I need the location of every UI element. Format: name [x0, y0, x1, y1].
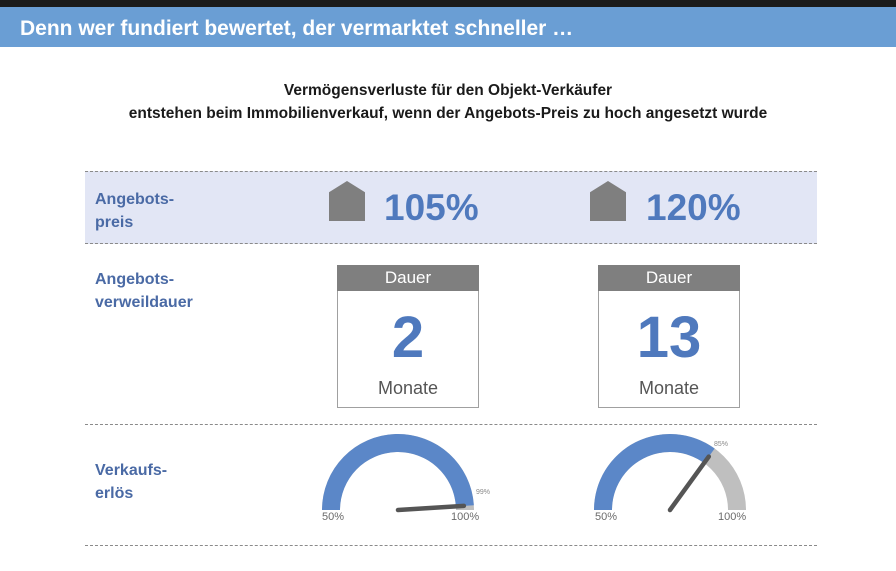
- gauge-max-label: 100%: [718, 511, 747, 523]
- gauge-fill: [322, 433, 474, 510]
- gauge-min-label: 50%: [595, 511, 618, 523]
- row-label-revenue: Verkaufs-erlös: [95, 462, 168, 502]
- row-label-duration: Angebots-verweildauer: [95, 271, 193, 311]
- gauge-needle: [395, 503, 467, 513]
- subtitle-line-2: entstehen beim Immobilienverkauf, wenn d…: [128, 105, 768, 122]
- divider: [85, 424, 817, 425]
- duration-card-header: Dauer: [337, 265, 479, 291]
- gauge-needle: [667, 454, 712, 513]
- duration-card: Dauer 2 Monate: [337, 265, 479, 408]
- revenue-gauge: [322, 433, 474, 513]
- gauge-value-label: 85%: [714, 441, 729, 448]
- duration-unit: Monate: [377, 378, 439, 398]
- gauge-fill: [594, 434, 715, 510]
- price-value: 120%: [646, 187, 741, 228]
- gauge-max-label: 100%: [451, 511, 480, 523]
- revenue-gauge: [594, 434, 746, 513]
- duration-value: 13: [636, 305, 702, 370]
- header-bar: [0, 7, 896, 47]
- price-value: 105%: [384, 187, 479, 228]
- subtitle-line-1: Vermögensverluste für den Objekt-Verkäuf…: [283, 82, 613, 99]
- window-top-strip: [0, 0, 896, 7]
- duration-unit: Monate: [638, 378, 700, 398]
- page-title: Denn wer fundiert bewertet, der vermarkt…: [20, 17, 574, 40]
- duration-card-header: Dauer: [598, 265, 740, 291]
- gauge-value-label: 99%: [476, 489, 491, 496]
- divider: [85, 545, 817, 546]
- duration-card: Dauer 13 Monate: [598, 265, 740, 408]
- price-row-band: [85, 171, 817, 244]
- duration-value: 2: [391, 305, 425, 370]
- gauge-min-label: 50%: [322, 511, 345, 523]
- row-label-price: Angebots-preis: [95, 191, 175, 231]
- divider: [85, 171, 817, 172]
- divider: [85, 243, 817, 244]
